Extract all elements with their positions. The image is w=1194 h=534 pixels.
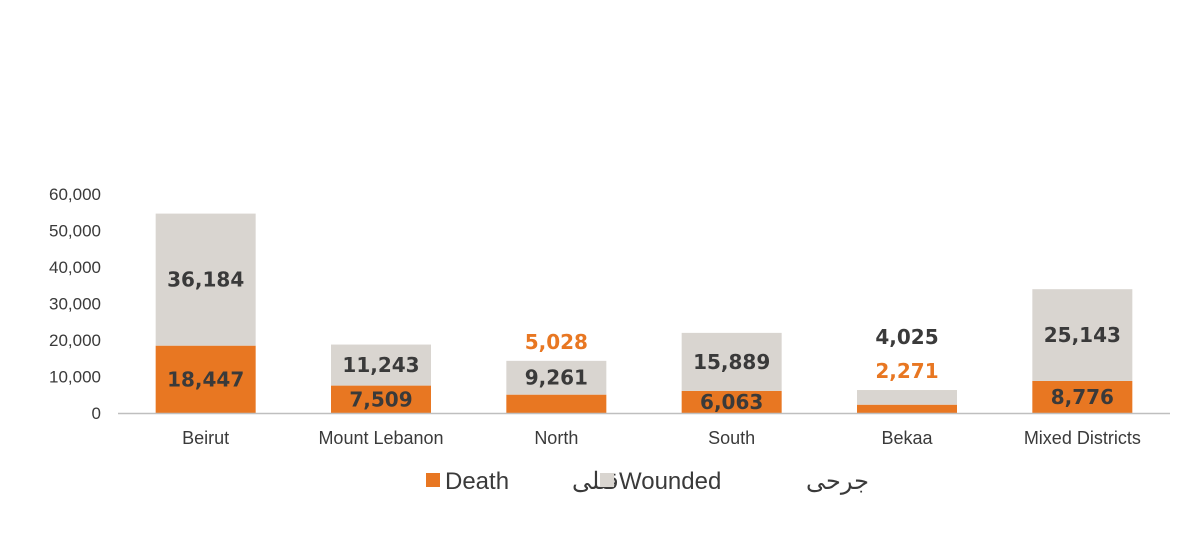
x-tick-label: Beirut xyxy=(182,428,229,448)
bar-wounded xyxy=(1032,289,1133,381)
legend: Death قتلى Wounded جرحى xyxy=(426,468,869,495)
bar-wounded xyxy=(681,332,782,391)
data-label-wounded: 9,261 xyxy=(525,366,588,390)
x-tick-label: South xyxy=(708,428,755,448)
x-tick-label: Mixed Districts xyxy=(1024,428,1141,448)
y-tick-label: 20,000 xyxy=(49,331,101,350)
data-label-death: 8,776 xyxy=(1051,385,1114,409)
data-label-death: 5,028 xyxy=(525,330,588,354)
data-label-wounded: 4,025 xyxy=(875,325,938,349)
y-tick-label: 10,000 xyxy=(49,368,101,387)
bar-wounded xyxy=(857,390,957,405)
x-axis: Beirut Mount Lebanon North South Bekaa Mixed … xyxy=(182,428,1141,448)
data-label-wounded: 25,143 xyxy=(1044,323,1121,347)
y-tick-label: 0 xyxy=(92,404,101,423)
bar-wounded xyxy=(506,360,607,395)
y-tick-label: 40,000 xyxy=(49,258,101,277)
data-label-death: 2,271 xyxy=(875,359,938,383)
y-tick-label: 30,000 xyxy=(49,295,101,314)
x-tick-label: Bekaa xyxy=(881,428,933,448)
legend-swatch-death xyxy=(426,473,440,487)
data-labels: 36,184 18,447 11,243 7,509 9,261 5,028 15,889 6… xyxy=(167,268,1121,414)
data-label-wounded: 36,184 xyxy=(167,268,244,292)
y-tick-label: 60,000 xyxy=(49,185,101,204)
legend-label-death: Death xyxy=(445,468,509,495)
bar-death xyxy=(1032,380,1133,413)
bar-death xyxy=(857,404,957,413)
y-tick-label: 50,000 xyxy=(49,222,101,241)
data-label-death: 18,447 xyxy=(167,367,244,391)
bar-death xyxy=(155,345,256,413)
data-label-death: 6,063 xyxy=(700,390,763,414)
x-tick-label: Mount Lebanon xyxy=(318,428,443,448)
y-axis: 0 10,000 20,000 30,000 40,000 50,000 60,000 xyxy=(49,185,101,423)
bar-death xyxy=(331,385,431,413)
x-tick-label: North xyxy=(534,428,578,448)
legend-swatch-wounded xyxy=(600,473,614,487)
data-label-wounded: 11,243 xyxy=(342,353,419,377)
bar-death xyxy=(681,390,782,413)
bars xyxy=(155,213,1133,413)
legend-label-wounded-ar: جرحى xyxy=(806,468,869,495)
bar-wounded xyxy=(155,213,256,346)
bar-death xyxy=(506,394,607,413)
data-label-wounded: 15,889 xyxy=(693,350,770,374)
legend-label-wounded: Wounded xyxy=(619,468,721,495)
data-label-death: 7,509 xyxy=(349,387,412,411)
bar-wounded xyxy=(331,344,431,386)
